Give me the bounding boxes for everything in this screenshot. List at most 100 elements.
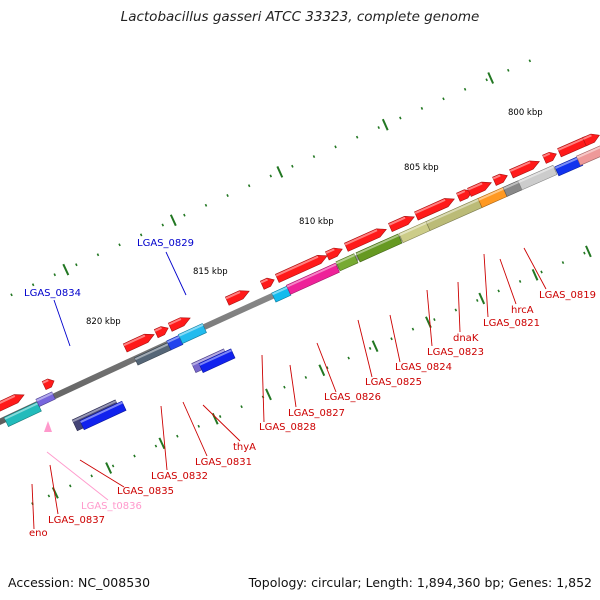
gene-block[interactable]	[177, 323, 207, 344]
forward-gene[interactable]	[224, 290, 250, 306]
scale-tick	[476, 298, 479, 302]
gene-label-lgas-0831[interactable]: LGAS_0831	[195, 457, 252, 468]
gene-block[interactable]	[166, 334, 184, 351]
gene-label-lgas-0823[interactable]: LGAS_0823	[427, 347, 484, 358]
scale-tick	[218, 415, 222, 418]
label-leader	[46, 451, 109, 501]
major-tick	[265, 388, 272, 401]
gene-label-eno[interactable]: eno	[29, 528, 48, 539]
gene-block[interactable]	[335, 253, 359, 272]
scale-tick	[518, 279, 522, 283]
forward-gene[interactable]	[388, 215, 415, 233]
gene-block[interactable]	[517, 164, 558, 191]
forward-gene[interactable]	[167, 317, 191, 332]
forward-gene[interactable]	[582, 133, 600, 147]
major-tick	[487, 72, 495, 84]
gene-label-lgas-0828[interactable]: LGAS_0828	[259, 422, 316, 433]
major-tick	[371, 340, 379, 353]
major-tick	[169, 214, 177, 227]
forward-gene[interactable]	[414, 198, 455, 221]
scale-tick	[540, 270, 543, 274]
gene-block[interactable]	[575, 144, 600, 166]
forward-gene[interactable]	[0, 394, 25, 412]
gene-label-lgas-0827[interactable]: LGAS_0827	[288, 408, 345, 419]
gene-lgas-0829-b[interactable]	[198, 348, 236, 374]
gene-label-lgas-t0836[interactable]: LGAS_t0836	[81, 501, 142, 512]
major-tick	[318, 364, 326, 377]
major-tick	[531, 268, 539, 281]
gene-block[interactable]	[554, 155, 584, 177]
gene-label-lgas-0837[interactable]: LGAS_0837	[48, 515, 105, 526]
forward-gene[interactable]	[325, 247, 343, 261]
forward-gene[interactable]	[153, 326, 169, 339]
scale-tick	[390, 337, 393, 341]
gene-label-thya[interactable]: thyA	[233, 442, 256, 453]
gene-label-lgas-0824[interactable]: LGAS_0824	[395, 362, 452, 373]
gene-label-dnak[interactable]: dnaK	[453, 333, 479, 344]
scale-tick	[10, 293, 13, 297]
forward-gene[interactable]	[467, 181, 492, 197]
scale-tick	[368, 346, 372, 350]
scale-tick	[283, 385, 286, 389]
label-leader	[316, 342, 337, 393]
label-leader	[53, 299, 71, 347]
label-leader	[31, 483, 35, 530]
genome-summary-text: Topology: circular; Length: 1,894,360 bp…	[248, 575, 592, 590]
scale-tick	[411, 327, 415, 331]
gene-lgas-0834-b[interactable]	[79, 400, 127, 431]
forward-gene[interactable]	[542, 151, 557, 164]
gene-label-lgas-0825[interactable]: LGAS_0825	[365, 377, 422, 388]
scale-tick	[154, 444, 158, 448]
forward-gene[interactable]	[492, 173, 508, 186]
scale-label-820: 820 kbp	[86, 317, 121, 327]
label-leader	[483, 253, 489, 318]
trna-lgas-t0836[interactable]	[44, 421, 52, 432]
forward-gene[interactable]	[259, 277, 275, 290]
scale-tick	[583, 251, 586, 255]
scale-tick	[442, 97, 445, 101]
scale-tick	[90, 474, 93, 478]
forward-gene[interactable]	[41, 378, 55, 391]
gene-label-hrca[interactable]: hrcA	[511, 305, 534, 316]
gene-label-lgas-0835[interactable]: LGAS_0835	[117, 486, 174, 497]
scale-tick	[485, 78, 488, 82]
label-leader	[79, 459, 125, 488]
gene-label-lgas-0821[interactable]: LGAS_0821	[483, 318, 540, 329]
gene-label-lgas-0832[interactable]: LGAS_0832	[151, 471, 208, 482]
gene-label-lgas-0826[interactable]: LGAS_0826	[324, 392, 381, 403]
scale-tick	[528, 59, 532, 63]
forward-gene[interactable]	[509, 160, 540, 179]
scale-tick	[497, 289, 500, 293]
gene-lgas-0837-block[interactable]	[3, 401, 42, 427]
label-leader	[289, 364, 297, 408]
scale-tick	[75, 263, 78, 267]
gene-label-lgas-0829[interactable]: LGAS_0829	[137, 238, 194, 249]
gene-label-lgas-0819[interactable]: LGAS_0819	[539, 290, 596, 301]
forward-gene[interactable]	[122, 333, 155, 353]
label-leader	[202, 404, 241, 442]
gene-block[interactable]	[355, 233, 403, 263]
scale-tick	[507, 68, 510, 72]
scale-tick	[31, 283, 35, 287]
scale-tick	[96, 253, 100, 257]
scale-tick	[161, 223, 165, 227]
scale-tick	[420, 106, 424, 110]
scale-tick	[355, 135, 359, 139]
scale-tick	[347, 356, 350, 360]
scale-tick	[399, 116, 402, 120]
accession-text: Accession: NC_008530	[8, 575, 151, 590]
scale-tick	[312, 155, 316, 159]
gene-block[interactable]	[271, 285, 292, 303]
gene-block[interactable]	[285, 262, 340, 295]
scale-tick	[463, 87, 467, 91]
map-title: Lactobacillus gasseri ATCC 33323, comple…	[120, 9, 480, 25]
label-leader	[523, 247, 547, 290]
label-leader	[182, 401, 208, 457]
gene-block[interactable]	[35, 391, 56, 407]
forward-gene[interactable]	[274, 255, 328, 283]
label-leader	[457, 281, 461, 333]
scale-tick	[226, 194, 229, 197]
forward-gene[interactable]	[344, 228, 387, 252]
gene-label-lgas-0834[interactable]: LGAS_0834	[24, 288, 81, 299]
